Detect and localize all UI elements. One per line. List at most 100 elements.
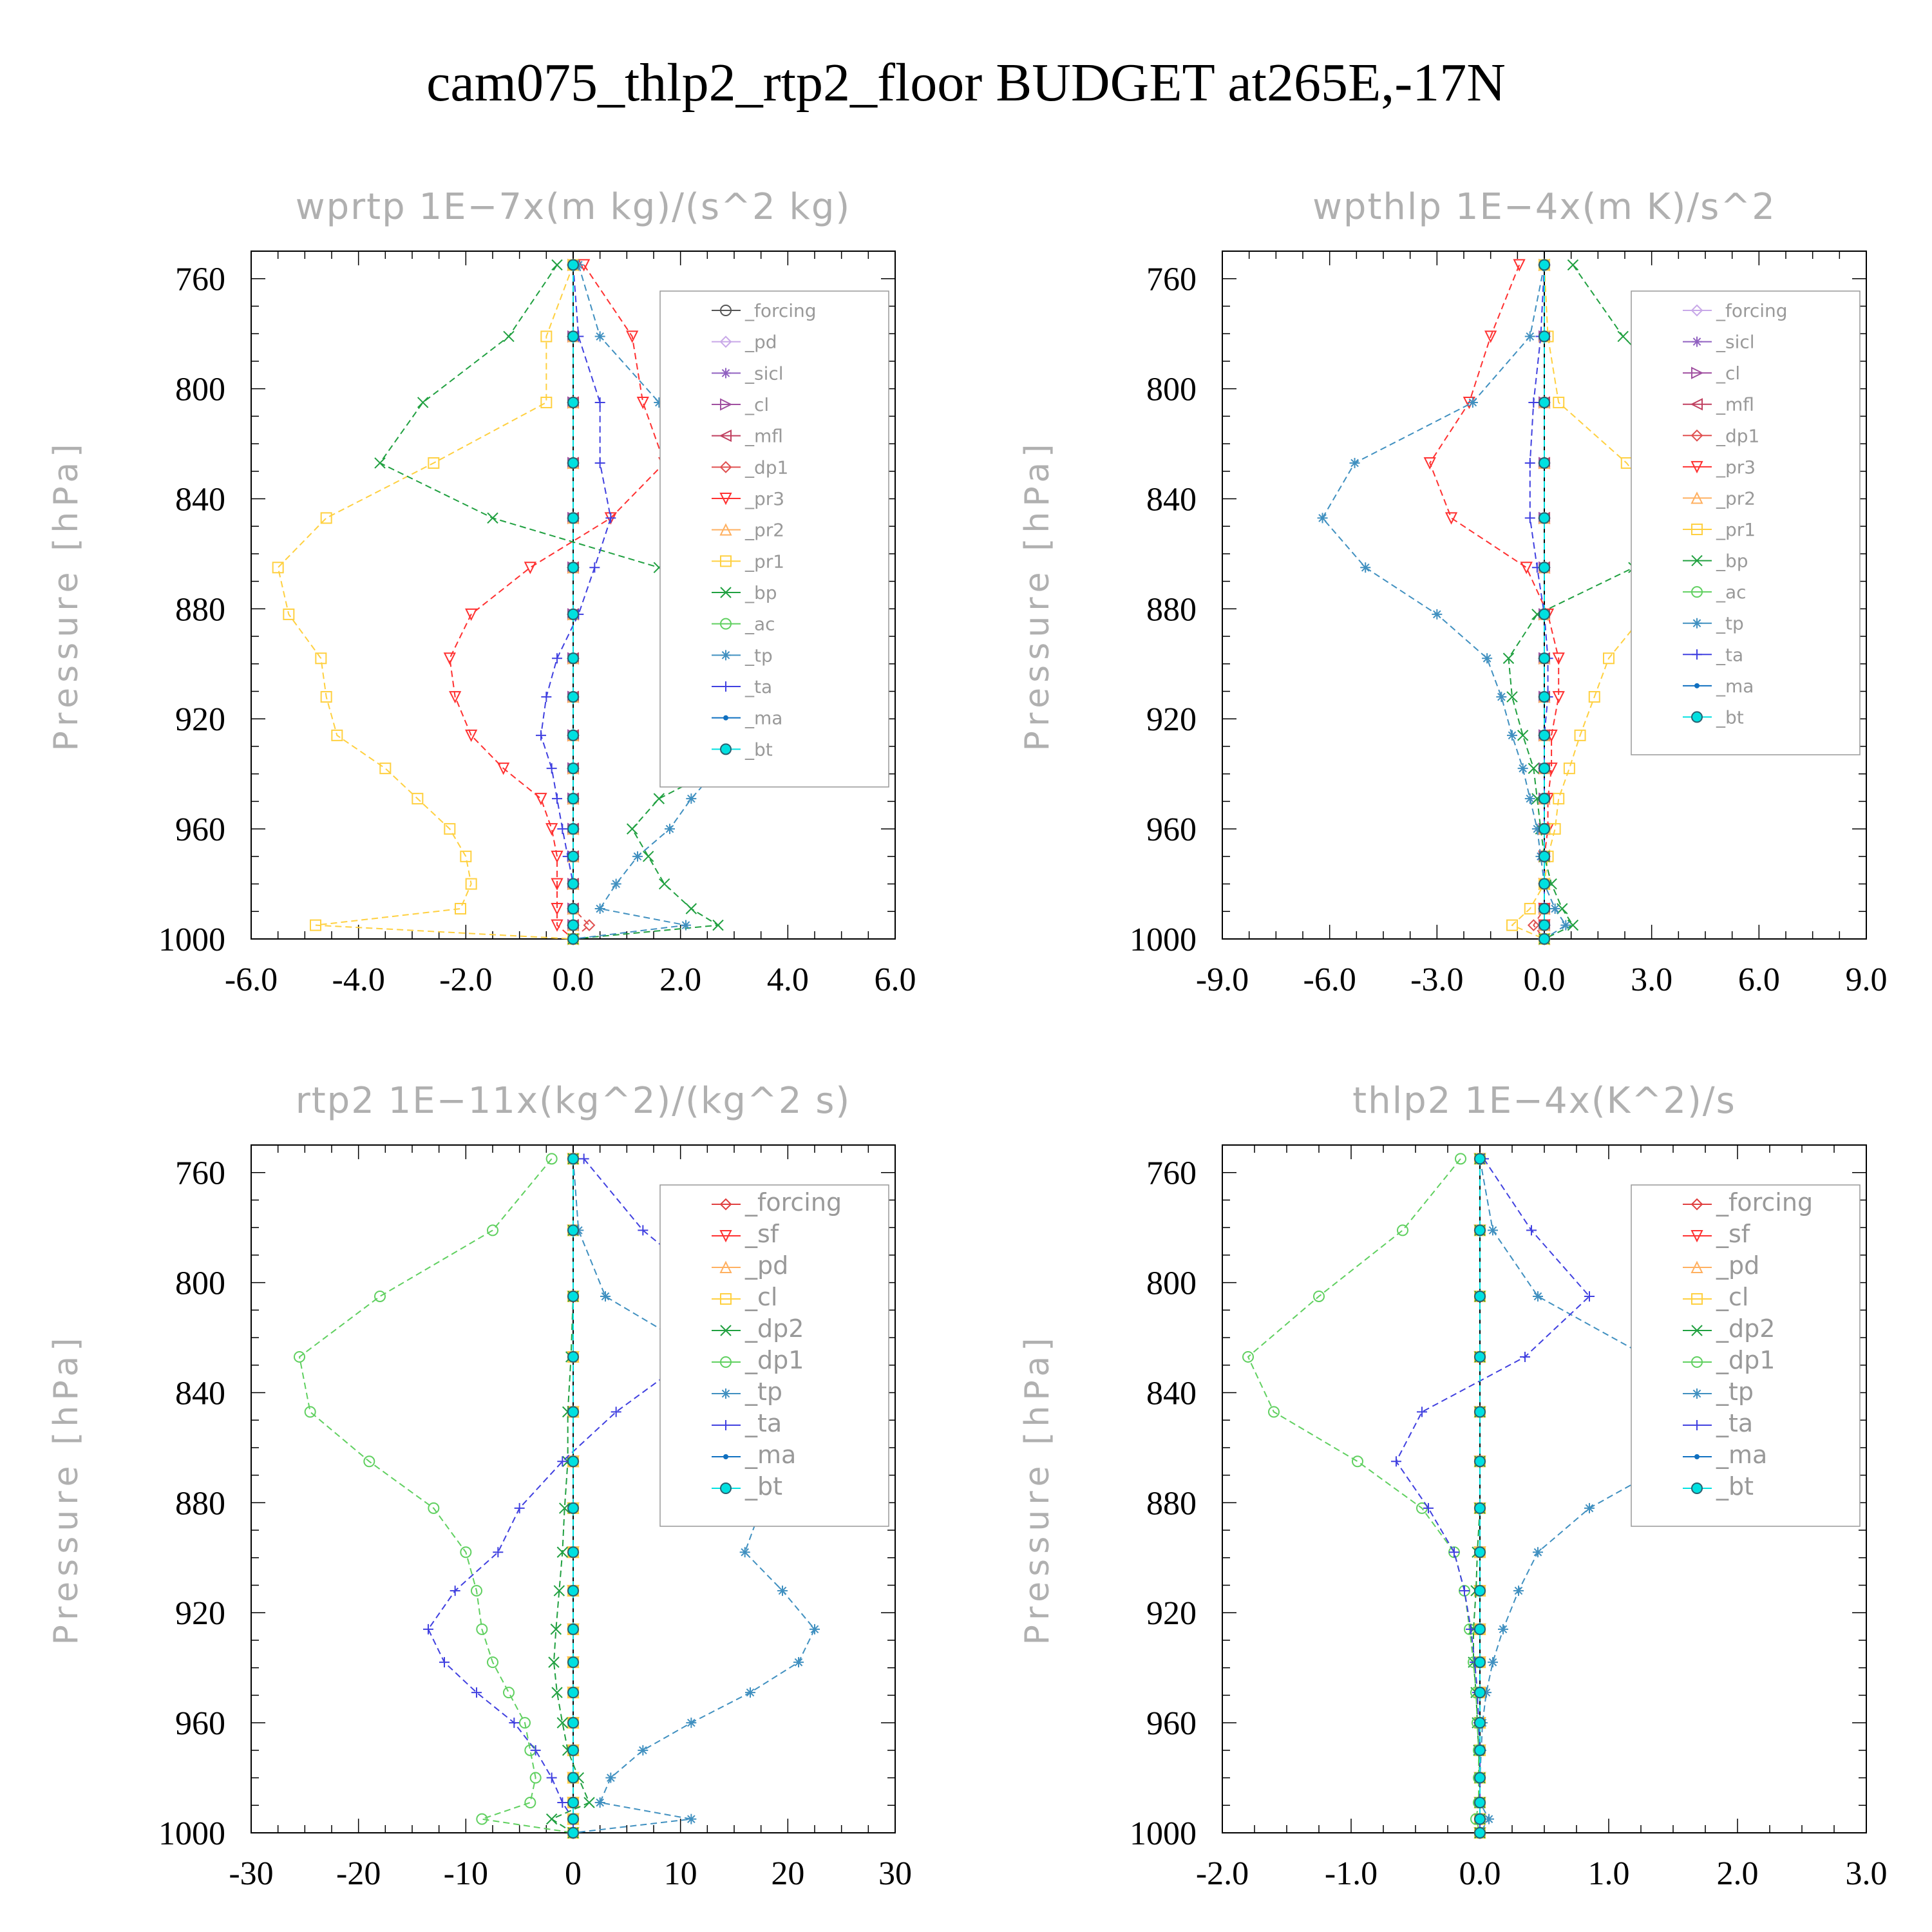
y-tick-label: 800 [1146,372,1197,408]
legend-label: _ta [1716,1409,1753,1437]
data-point [681,920,691,931]
data-point [611,1406,621,1417]
data-point [552,653,562,664]
legend-marker [719,1230,732,1243]
legend-marker [719,336,732,348]
data-point [1588,691,1600,703]
data-point [567,652,579,665]
y-tick-label: 1000 [1130,922,1197,958]
legend-marker [1694,1454,1700,1459]
legend-marker [720,398,733,411]
y-tick-label: 920 [175,701,225,738]
data-point [551,1687,563,1698]
data-point [605,513,616,524]
data-point [304,1406,316,1418]
data-point [1603,652,1615,665]
legend-label: _dp1 [1716,425,1759,446]
data-point [546,763,557,774]
data-point [1560,920,1571,931]
data-point [1567,259,1579,271]
legend-label: _tp [744,645,773,666]
y-tick-label: 840 [1146,1375,1197,1412]
data-point [611,878,621,889]
data-point [548,1656,560,1668]
data-point [545,1813,558,1825]
data-point [541,692,552,703]
panel-title: wpthlp 1E−4x(m K)/s^2 [1312,186,1776,228]
data-point [460,850,472,862]
data-point [567,793,579,805]
data-point [600,1291,611,1302]
legend-label: _sf [744,1220,780,1248]
data-point [567,1406,579,1418]
data-point [540,396,553,408]
data-point [745,1687,755,1698]
data-point [567,1827,579,1839]
data-point [1539,850,1550,862]
data-point [1467,397,1478,408]
legend-label: _dp1 [744,1346,804,1374]
y-tick-label: 960 [1146,1705,1197,1742]
x-tick-label: -10 [444,1855,488,1892]
data-point [1584,1502,1595,1513]
data-point [1517,730,1529,741]
data-point [1539,729,1550,741]
legend-label: _forcing [744,1188,842,1217]
data-point [567,1350,579,1363]
series-line [449,264,665,940]
y-tick-label: 1000 [158,1815,225,1852]
data-point [476,1813,488,1825]
series-pr3 [443,259,671,946]
data-point [493,1547,504,1558]
legend-label: _dp1 [1716,1346,1775,1374]
data-point [1268,1406,1280,1418]
legend-box [1631,290,1861,755]
legend-label: _sicl [744,363,784,384]
y-tick-label: 880 [1146,591,1197,628]
data-point [567,1717,579,1729]
x-tick-label: 1.0 [1588,1855,1630,1892]
legend: _forcing _pd _sicl _cl _mfl _dp1 _pr3 _pr2 _pr1 _… [659,290,889,788]
data-point [1498,1624,1508,1634]
data-point [556,1717,569,1728]
data-point [1539,823,1550,835]
legend-label: _bt [1716,706,1744,728]
legend-label: _forcing [744,300,817,321]
legend-marker [1690,398,1703,411]
legend-box [659,290,889,788]
legend-marker [719,1198,732,1211]
data-point [1539,396,1550,408]
y-tick-label: 880 [175,1485,225,1522]
data-point [632,851,643,862]
data-point [449,691,462,704]
data-point [1528,762,1540,774]
x-tick-label: -4.0 [332,961,385,998]
data-point [567,823,579,835]
data-point [793,1657,804,1668]
data-point [605,1772,616,1783]
legend-label: _cl [744,394,769,415]
legend-box [1631,1184,1861,1527]
data-point [1539,793,1550,805]
series-line [1529,265,1549,939]
x-tick-label: 6.0 [1738,961,1780,998]
x-tick-label: 4.0 [767,961,809,998]
data-point [1474,1502,1486,1514]
data-point [503,330,515,343]
data-point [1539,330,1550,343]
data-point [294,1350,305,1363]
legend-label: _pr2 [1716,488,1756,509]
data-point [777,1586,788,1596]
legend-label: _pr3 [744,488,784,509]
legend-label: _ma [744,1441,796,1469]
data-point [567,1455,579,1468]
data-point [412,793,424,805]
data-point [1444,512,1458,525]
x-tick-label: -2.0 [439,961,492,998]
data-point [567,1290,579,1302]
data-point [460,1546,472,1558]
data-point [567,1623,579,1635]
x-tick-label: 0.0 [1459,1855,1501,1892]
y-axis-label: Pressure [hPa] [47,1333,86,1645]
data-point [1617,330,1629,343]
